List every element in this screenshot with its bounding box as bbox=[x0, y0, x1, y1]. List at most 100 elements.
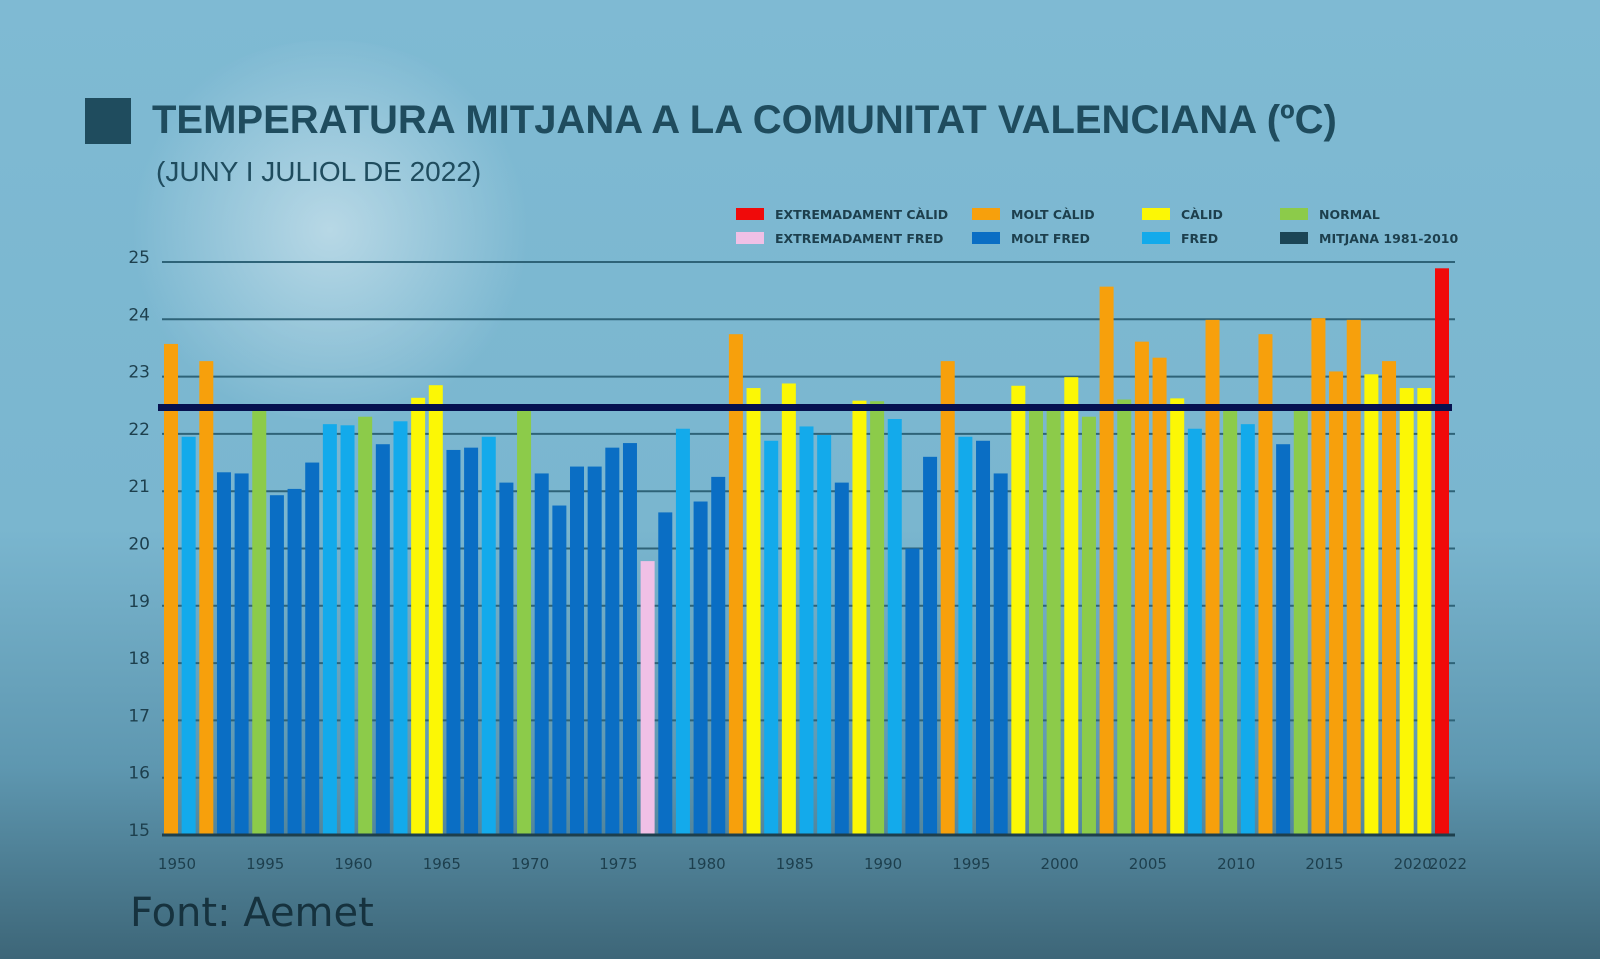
legend-label-normal: NORMAL bbox=[1319, 207, 1380, 222]
bar-1971 bbox=[534, 473, 549, 835]
y-tick-label: 22 bbox=[128, 420, 150, 440]
y-tick-label: 24 bbox=[128, 305, 150, 325]
bar-1965 bbox=[428, 385, 443, 835]
bar-1964 bbox=[411, 397, 426, 835]
bar-1950 bbox=[164, 343, 178, 835]
bar-2001 bbox=[1064, 377, 1079, 835]
y-tick-label: 18 bbox=[128, 649, 150, 669]
x-tick-label: 1970 bbox=[511, 855, 549, 873]
bar-2016 bbox=[1329, 371, 1344, 835]
legend-label-ext_calid: EXTREMADAMENT CÀLID bbox=[775, 207, 948, 222]
bar-1955 bbox=[252, 410, 267, 835]
bar-1981 bbox=[711, 476, 726, 835]
bar-1990 bbox=[870, 401, 885, 835]
bar-2014 bbox=[1293, 410, 1308, 835]
bar-1962 bbox=[375, 444, 390, 835]
x-tick-label: 2000 bbox=[1041, 855, 1079, 873]
legend-swatch-fred bbox=[1142, 232, 1170, 244]
bar-1985 bbox=[781, 383, 796, 835]
legend-swatch-normal bbox=[1280, 208, 1308, 220]
bar-2015 bbox=[1311, 318, 1326, 835]
bar-1982 bbox=[728, 334, 743, 835]
legend-label-ext_fred: EXTREMADAMENT FRED bbox=[775, 231, 943, 246]
bar-1983 bbox=[746, 388, 761, 835]
bar-2003 bbox=[1099, 286, 1114, 835]
bar-1986 bbox=[799, 426, 814, 835]
bar-1978 bbox=[658, 512, 673, 835]
x-tick-label: 1995 bbox=[952, 855, 990, 873]
bar-2017 bbox=[1346, 319, 1361, 835]
bar-1989 bbox=[852, 400, 867, 835]
bar-2007 bbox=[1170, 398, 1185, 835]
bar-1967 bbox=[464, 447, 479, 835]
bar-1951 bbox=[181, 436, 196, 835]
bar-2009 bbox=[1205, 319, 1220, 835]
bar-1984 bbox=[764, 440, 779, 835]
bar-2021 bbox=[1417, 388, 1432, 835]
x-tick-label: 2010 bbox=[1217, 855, 1255, 873]
legend-swatch-calid bbox=[1142, 208, 1170, 220]
x-tick-label: 1950 bbox=[158, 855, 196, 873]
y-tick-label: 25 bbox=[128, 248, 150, 268]
x-tick-label: 1995 bbox=[246, 855, 284, 873]
legend-swatch-molt_calid bbox=[972, 208, 1000, 220]
bar-1975 bbox=[605, 447, 620, 835]
legend-label-mitjana: MITJANA 1981-2010 bbox=[1319, 231, 1458, 246]
bar-2011 bbox=[1240, 424, 1255, 835]
x-tick-label: 1965 bbox=[423, 855, 461, 873]
x-tick-label: 1975 bbox=[599, 855, 637, 873]
bar-2002 bbox=[1081, 416, 1096, 835]
chart-subtitle: (JUNY I JULIOL DE 2022) bbox=[156, 156, 482, 187]
bar-2006 bbox=[1152, 357, 1167, 835]
bar-2008 bbox=[1187, 428, 1202, 835]
x-tick-label: 1985 bbox=[776, 855, 814, 873]
bar-2004 bbox=[1117, 399, 1132, 835]
legend-swatch-ext_fred bbox=[736, 232, 764, 244]
y-tick-label: 21 bbox=[128, 477, 150, 497]
x-tick-label: 2005 bbox=[1129, 855, 1167, 873]
bar-1987 bbox=[817, 435, 832, 835]
bar-1976 bbox=[622, 443, 637, 835]
background-glow bbox=[120, 40, 540, 420]
bar-2020 bbox=[1399, 388, 1414, 835]
bar-2000 bbox=[1046, 410, 1061, 835]
bar-2010 bbox=[1223, 410, 1238, 835]
y-tick-label: 19 bbox=[128, 592, 150, 612]
x-tick-label: 2015 bbox=[1305, 855, 1343, 873]
bar-2019 bbox=[1382, 361, 1397, 835]
bar-1977 bbox=[640, 561, 655, 835]
y-tick-label: 20 bbox=[128, 535, 150, 555]
bar-1972 bbox=[552, 505, 567, 835]
bar-1974 bbox=[587, 466, 602, 835]
bar-1961 bbox=[358, 416, 373, 835]
y-tick-label: 16 bbox=[128, 764, 150, 784]
bar-2013 bbox=[1276, 444, 1291, 835]
title-square-icon bbox=[85, 98, 131, 144]
bar-1954 bbox=[234, 473, 249, 835]
x-tick-label: 1980 bbox=[687, 855, 725, 873]
y-tick-label: 15 bbox=[128, 821, 150, 841]
chart-title: TEMPERATURA MITJANA A LA COMUNITAT VALEN… bbox=[152, 98, 1337, 142]
bar-1992 bbox=[905, 548, 920, 835]
legend-swatch-mitjana bbox=[1280, 232, 1308, 244]
bar-2018 bbox=[1364, 374, 1379, 835]
bar-1995 bbox=[958, 436, 973, 835]
x-tick-label: 2022 bbox=[1429, 855, 1467, 873]
source-label: Font: Aemet bbox=[130, 890, 374, 936]
legend-swatch-ext_calid bbox=[736, 208, 764, 220]
bar-2022 bbox=[1435, 268, 1449, 836]
bar-1994 bbox=[940, 361, 955, 835]
bar-1996 bbox=[976, 440, 991, 835]
legend-swatch-molt_fred bbox=[972, 232, 1000, 244]
x-tick-label: 2020 bbox=[1394, 855, 1432, 873]
bar-1998 bbox=[1011, 385, 1026, 835]
bar-1966 bbox=[446, 449, 461, 835]
bar-1970 bbox=[517, 410, 532, 835]
bar-1959 bbox=[322, 424, 337, 835]
y-tick-label: 23 bbox=[128, 363, 150, 383]
y-tick-label: 17 bbox=[128, 706, 150, 726]
bar-1969 bbox=[499, 482, 514, 835]
legend-label-calid: CÀLID bbox=[1181, 207, 1223, 222]
bar-1958 bbox=[305, 462, 320, 835]
